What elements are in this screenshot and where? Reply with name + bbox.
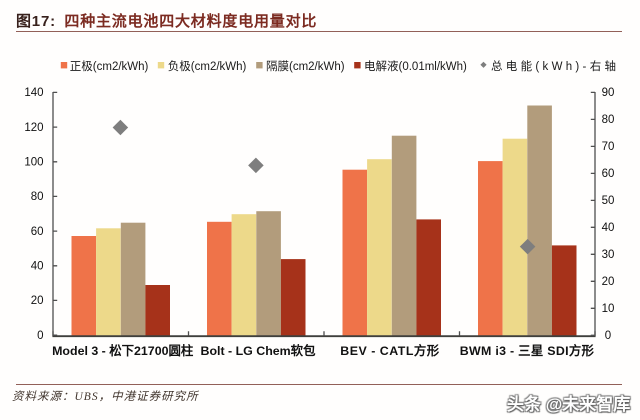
svg-text:80: 80	[31, 191, 44, 203]
svg-text:60: 60	[31, 226, 44, 238]
svg-text:60: 60	[602, 168, 615, 180]
svg-text:70: 70	[602, 141, 615, 153]
svg-text:50: 50	[602, 195, 615, 207]
svg-text:隔膜(cm2/kWh): 隔膜(cm2/kWh)	[266, 60, 345, 73]
svg-text:40: 40	[602, 222, 615, 234]
svg-text:10: 10	[602, 303, 615, 315]
svg-text:80: 80	[602, 114, 615, 126]
svg-text:Bolt - LG Chem软包: Bolt - LG Chem软包	[201, 343, 317, 358]
svg-text:90: 90	[602, 87, 615, 99]
svg-text:120: 120	[24, 122, 43, 134]
svg-text:20: 20	[602, 276, 615, 288]
svg-text:负极(cm2/kWh): 负极(cm2/kWh)	[168, 59, 247, 73]
svg-text:40: 40	[31, 261, 44, 273]
svg-text:140: 140	[24, 87, 43, 99]
svg-text:0: 0	[605, 330, 611, 342]
svg-text:0: 0	[37, 330, 43, 342]
svg-text:总电能(kWh)-右轴: 总电能(kWh)-右轴	[491, 59, 619, 73]
svg-text:30: 30	[602, 249, 615, 261]
svg-text:正极(cm2/kWh): 正极(cm2/kWh)	[70, 59, 149, 73]
svg-text:电解液(0.01ml/kWh): 电解液(0.01ml/kWh)	[364, 59, 467, 73]
svg-text:100: 100	[24, 157, 43, 169]
svg-text:20: 20	[31, 295, 44, 307]
svg-text:BEV - CATL方形: BEV - CATL方形	[340, 343, 439, 358]
svg-text:Model 3 - 松下21700圆柱: Model 3 - 松下21700圆柱	[52, 343, 194, 358]
svg-text:BWM i3 - 三星 SDI方形: BWM i3 - 三星 SDI方形	[460, 343, 595, 358]
